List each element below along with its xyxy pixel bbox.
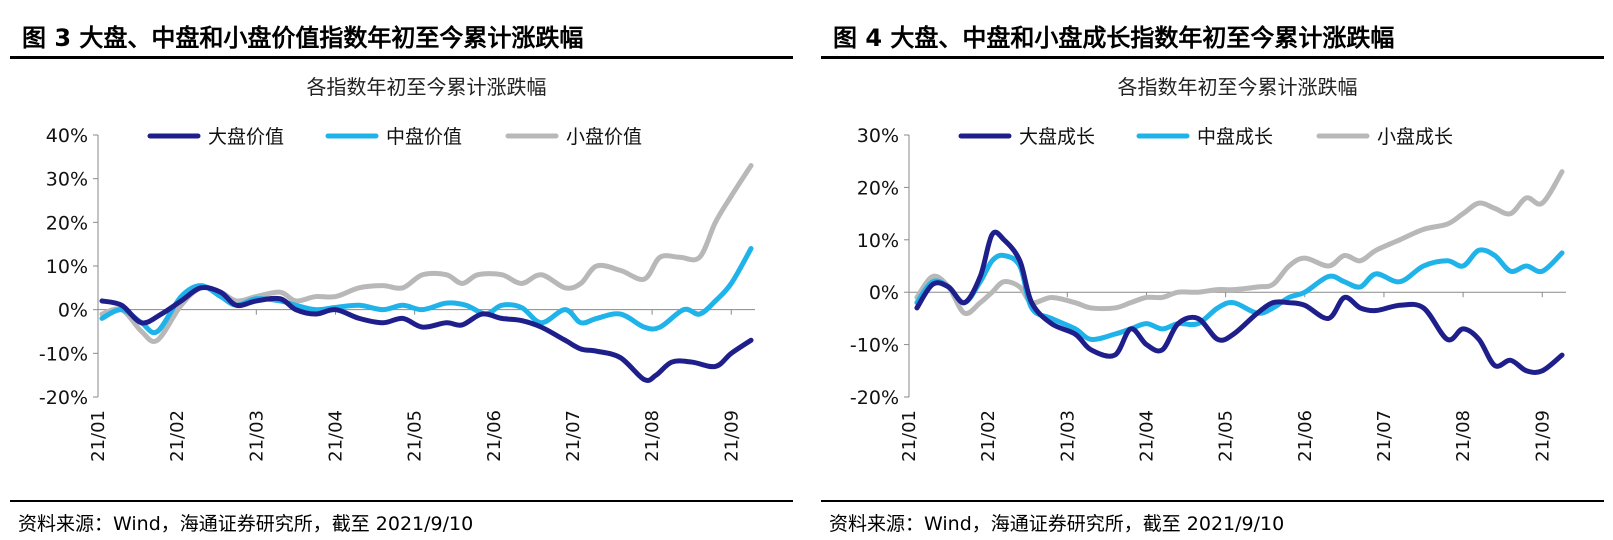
figure-panel-right: 图 4 大盘、中盘和小盘成长指数年初至今累计涨跌幅 各指数年初至今累计涨跌幅大盘… [821, 0, 1604, 540]
chart-title: 各指数年初至今累计涨跌幅 [1118, 75, 1358, 99]
legend-item: 小盘成长 [1316, 126, 1453, 148]
x-tick-label: 21/01 [899, 410, 920, 462]
x-tick-label: 21/07 [1374, 410, 1395, 462]
source-note: 资料来源：Wind，海通证券研究所，截至 2021/9/10 [18, 513, 474, 535]
figure-header: 图 3 大盘、中盘和小盘价值指数年初至今累计涨跌幅 [10, 10, 793, 56]
y-tick-label: 30% [46, 169, 88, 191]
y-tick-label: 20% [46, 212, 88, 234]
y-tick-label: -10% [39, 343, 88, 365]
y-tick-label: 40% [46, 125, 88, 147]
x-tick-label: 21/01 [88, 410, 109, 462]
y-tick-label: 0% [869, 282, 899, 304]
legend-label: 小盘价值 [566, 126, 642, 148]
legend: 大盘成长 中盘成长 小盘成长 [958, 126, 1453, 148]
x-tick-label: 21/03 [246, 410, 267, 462]
x-tick-label: 21/06 [484, 410, 505, 462]
x-tick-label: 21/05 [405, 410, 426, 462]
x-tick-label: 21/05 [1216, 410, 1237, 462]
legend-item: 中盘成长 [1136, 126, 1273, 148]
x-tick-label: 21/03 [1057, 410, 1078, 462]
legend-label: 大盘价值 [208, 126, 284, 148]
series-line [99, 163, 754, 344]
legend-label: 大盘成长 [1019, 126, 1095, 148]
y-tick-label: 0% [58, 300, 88, 322]
y-tick-label: 10% [857, 230, 899, 252]
figure-title: 图 4 大盘、中盘和小盘成长指数年初至今累计涨跌幅 [833, 24, 1395, 52]
series-line [914, 229, 1565, 375]
x-tick-label: 21/08 [642, 410, 663, 462]
figure-header: 图 4 大盘、中盘和小盘成长指数年初至今累计涨跌幅 [821, 10, 1604, 56]
y-tick-label: -20% [39, 387, 88, 409]
x-tick-label: 21/02 [167, 410, 188, 462]
x-tick-label: 21/02 [978, 410, 999, 462]
legend-item: 中盘价值 [325, 126, 462, 148]
y-tick-label: -10% [850, 335, 899, 357]
x-tick-label: 21/09 [1532, 410, 1553, 462]
x-tick-label: 21/04 [325, 410, 346, 462]
y-tick-label: 10% [46, 256, 88, 278]
y-tick-label: 20% [857, 177, 899, 199]
series-line [914, 169, 1565, 317]
series-line [99, 284, 754, 383]
source-rule [821, 500, 1604, 502]
legend-label: 中盘成长 [1197, 126, 1273, 148]
source-note: 资料来源：Wind，海通证券研究所，截至 2021/9/10 [829, 513, 1285, 535]
legend-item: 大盘价值 [147, 126, 284, 148]
legend-label: 小盘成长 [1377, 126, 1453, 148]
source-rule [10, 500, 793, 502]
legend-item: 大盘成长 [958, 126, 1095, 148]
header-rule [821, 56, 1604, 59]
y-tick-label: -20% [850, 387, 899, 409]
legend-label: 中盘价值 [386, 126, 462, 148]
x-tick-label: 21/08 [1453, 410, 1474, 462]
x-tick-label: 21/04 [1136, 410, 1157, 462]
chart-title: 各指数年初至今累计涨跌幅 [307, 75, 547, 99]
series-line [914, 247, 1565, 342]
figure-title: 图 3 大盘、中盘和小盘价值指数年初至今累计涨跌幅 [22, 24, 584, 52]
header-rule [10, 56, 793, 59]
legend-item: 小盘价值 [505, 126, 642, 148]
y-tick-label: 30% [857, 125, 899, 147]
figure-panel-left: 图 3 大盘、中盘和小盘价值指数年初至今累计涨跌幅 各指数年初至今累计涨跌幅大盘… [10, 0, 793, 540]
x-tick-label: 21/09 [721, 410, 742, 462]
legend: 大盘价值 中盘价值 小盘价值 [147, 126, 642, 148]
x-tick-label: 21/07 [563, 410, 584, 462]
x-tick-label: 21/06 [1295, 410, 1316, 462]
